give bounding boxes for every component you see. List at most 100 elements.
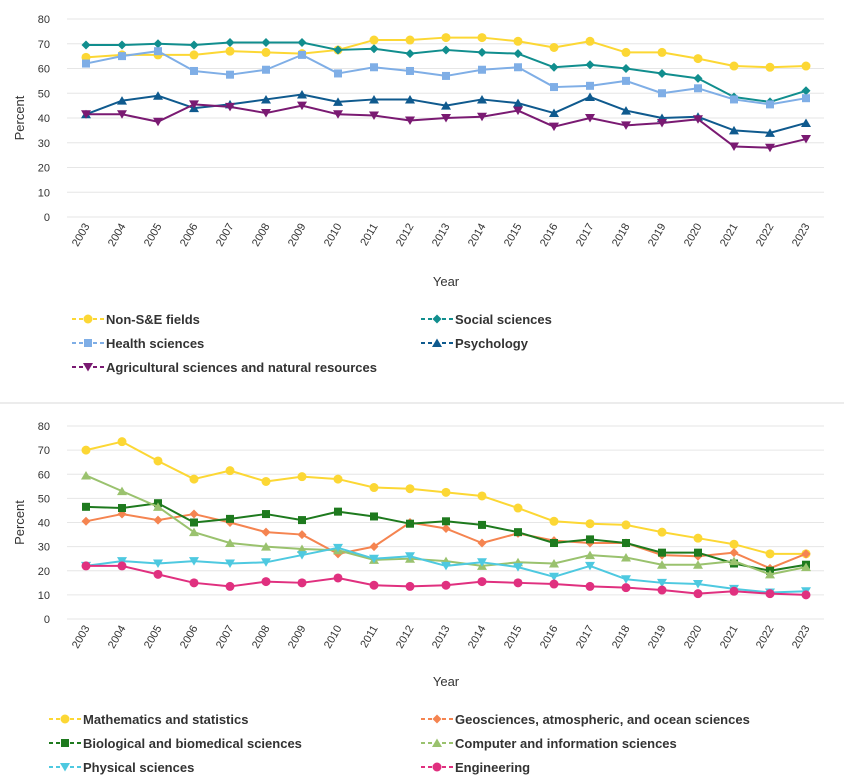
data-point — [585, 550, 595, 560]
data-point — [765, 589, 775, 599]
data-point — [657, 68, 667, 78]
y-tick-label: 50 — [38, 88, 50, 100]
data-point — [369, 542, 379, 552]
data-point — [406, 66, 414, 75]
x-tick-label: 2020 — [682, 222, 705, 249]
data-point — [117, 437, 127, 447]
legend-label: Agricultural sciences and natural resour… — [106, 360, 377, 375]
data-point — [693, 560, 703, 569]
legend-item-health-sciences[interactable]: Health sciences — [72, 336, 204, 351]
x-tick-label: 2013 — [430, 222, 453, 249]
data-point — [694, 84, 702, 93]
data-point — [226, 70, 234, 79]
data-point — [549, 62, 559, 72]
data-point — [621, 575, 631, 584]
legend-item-computer-and-information-sciences[interactable]: Computer and information sciences — [421, 736, 677, 751]
data-point — [262, 510, 270, 519]
data-point — [117, 96, 127, 105]
data-point — [549, 559, 559, 568]
data-point — [441, 114, 451, 123]
data-point — [298, 50, 306, 59]
x-tick-label: 2003 — [70, 624, 93, 651]
data-point — [333, 110, 343, 119]
legend-marker-icon — [60, 714, 70, 724]
data-point — [621, 583, 631, 593]
legend-label: Mathematics and statistics — [83, 712, 248, 727]
x-tick-label: 2017 — [574, 222, 597, 249]
x-tick-label: 2006 — [178, 222, 201, 249]
data-point — [729, 548, 739, 558]
data-point — [154, 47, 162, 56]
data-point — [477, 491, 487, 501]
data-point — [766, 100, 774, 109]
data-point — [117, 509, 127, 519]
data-point — [225, 46, 235, 56]
data-point — [333, 543, 343, 553]
data-point — [262, 65, 270, 74]
data-point — [81, 40, 91, 50]
y-tick-label: 50 — [38, 493, 50, 505]
data-point — [621, 520, 631, 530]
data-point — [729, 539, 739, 549]
legend-marker-icon — [432, 762, 442, 772]
data-point — [765, 143, 775, 153]
legend-item-physical-sciences[interactable]: Physical sciences — [49, 760, 194, 775]
data-point — [585, 60, 595, 70]
legend-item-agricultural-sciences-and-natural-resources[interactable]: Agricultural sciences and natural resour… — [72, 360, 377, 375]
data-point — [189, 100, 199, 109]
x-tick-label: 2012 — [394, 222, 417, 249]
data-point — [621, 106, 631, 115]
y-axis-label: Percent — [12, 500, 27, 545]
y-tick-label: 20 — [38, 566, 50, 578]
data-point — [657, 560, 667, 569]
x-tick-label: 2023 — [790, 222, 813, 249]
x-tick-label: 2010 — [322, 624, 345, 651]
top-chart: 0 10 20 30 40 50 60 70 80 Percent 2003 2004 2005 2006… — [12, 14, 824, 375]
x-tick-label: 2009 — [286, 624, 309, 651]
legend-item-social-sciences[interactable]: Social sciences — [421, 312, 552, 327]
data-point — [153, 569, 163, 579]
data-point — [81, 470, 91, 480]
x-tick-label: 2012 — [394, 624, 417, 651]
legend-label: Health sciences — [106, 336, 204, 351]
x-tick-label: 2005 — [142, 222, 165, 249]
data-point — [369, 94, 379, 104]
data-point — [658, 548, 666, 557]
data-point — [693, 533, 703, 543]
data-point — [621, 552, 631, 562]
x-tick-label: 2004 — [106, 624, 129, 651]
data-point — [261, 558, 271, 567]
legend-marker-icon — [83, 314, 93, 324]
data-point — [477, 47, 487, 57]
legend-item-mathematics-and-statistics[interactable]: Mathematics and statistics — [49, 712, 248, 727]
legend-item-non-sande-fields[interactable]: Non-S&E fields — [72, 312, 200, 327]
data-point — [801, 118, 811, 127]
y-axis-label: Percent — [12, 95, 27, 140]
data-point — [369, 554, 379, 564]
data-point — [441, 101, 451, 110]
x-tick-label: 2006 — [178, 624, 201, 651]
x-tick-label: 2023 — [790, 624, 813, 651]
y-tick-label: 70 — [38, 39, 50, 51]
data-point — [261, 527, 271, 537]
legend-item-psychology[interactable]: Psychology — [421, 336, 529, 351]
data-point — [369, 483, 379, 493]
data-point — [621, 64, 631, 73]
legend-item-biological-and-biomedical-sciences[interactable]: Biological and biomedical sciences — [49, 736, 302, 751]
data-point — [442, 71, 450, 80]
data-point — [369, 44, 379, 54]
data-point — [225, 538, 235, 548]
x-tick-label: 2007 — [214, 222, 237, 249]
legend-item-engineering[interactable]: Engineering — [421, 760, 530, 775]
x-tick-label: 2021 — [718, 624, 741, 651]
data-point — [693, 54, 703, 64]
data-point — [513, 563, 523, 572]
legend-item-geosciences-atmospheric-and-ocean-sciences[interactable]: Geosciences, atmospheric, and ocean scie… — [421, 712, 750, 727]
data-point — [81, 516, 91, 526]
data-point — [801, 562, 811, 572]
x-tick-label: 2015 — [502, 222, 525, 249]
data-point — [549, 516, 559, 526]
data-point — [261, 94, 271, 104]
data-point — [333, 45, 343, 55]
data-point — [657, 527, 667, 537]
